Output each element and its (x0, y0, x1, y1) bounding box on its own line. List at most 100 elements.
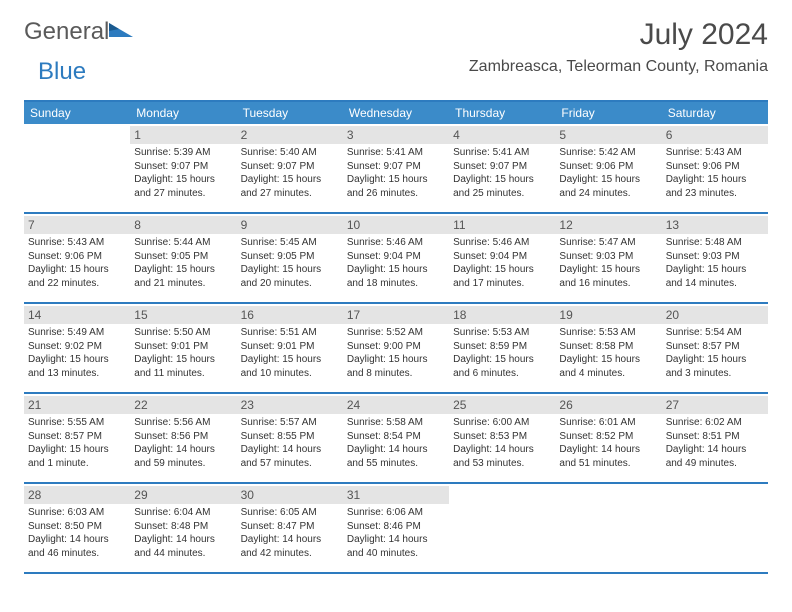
sunrise-text: Sunrise: 5:51 AM (241, 326, 339, 340)
dow-tue: Tuesday (237, 102, 343, 124)
sunrise-text: Sunrise: 5:53 AM (453, 326, 551, 340)
day-number: 4 (449, 126, 555, 144)
sunset-text: Sunset: 8:58 PM (559, 340, 657, 354)
day-cell: 11Sunrise: 5:46 AMSunset: 9:04 PMDayligh… (449, 214, 555, 302)
brand-part2: Blue (38, 58, 86, 86)
day-cell (555, 484, 661, 572)
day-cell: 9Sunrise: 5:45 AMSunset: 9:05 PMDaylight… (237, 214, 343, 302)
day-number: 19 (555, 306, 661, 324)
day-number: 3 (343, 126, 449, 144)
day-number: 30 (237, 486, 343, 504)
day-cell: 31Sunrise: 6:06 AMSunset: 8:46 PMDayligh… (343, 484, 449, 572)
day-cell: 28Sunrise: 6:03 AMSunset: 8:50 PMDayligh… (24, 484, 130, 572)
sunset-text: Sunset: 8:57 PM (28, 430, 126, 444)
sunset-text: Sunset: 9:07 PM (453, 160, 551, 174)
sunrise-text: Sunrise: 5:40 AM (241, 146, 339, 160)
day-cell: 27Sunrise: 6:02 AMSunset: 8:51 PMDayligh… (662, 394, 768, 482)
sunrise-text: Sunrise: 5:43 AM (28, 236, 126, 250)
day-number: 16 (237, 306, 343, 324)
sunset-text: Sunset: 8:57 PM (666, 340, 764, 354)
sunset-text: Sunset: 9:06 PM (28, 250, 126, 264)
daylight-text: Daylight: 15 hours and 25 minutes. (453, 173, 551, 200)
dow-sun: Sunday (24, 102, 130, 124)
day-number: 21 (24, 396, 130, 414)
sunset-text: Sunset: 9:03 PM (666, 250, 764, 264)
sunset-text: Sunset: 9:07 PM (241, 160, 339, 174)
day-number: 18 (449, 306, 555, 324)
daylight-text: Daylight: 15 hours and 13 minutes. (28, 353, 126, 380)
sunset-text: Sunset: 9:00 PM (347, 340, 445, 354)
sunset-text: Sunset: 9:05 PM (134, 250, 232, 264)
day-cell: 19Sunrise: 5:53 AMSunset: 8:58 PMDayligh… (555, 304, 661, 392)
day-number (662, 486, 768, 503)
sunrise-text: Sunrise: 6:03 AM (28, 506, 126, 520)
sunset-text: Sunset: 9:06 PM (666, 160, 764, 174)
sunrise-text: Sunrise: 5:56 AM (134, 416, 232, 430)
brand-flag-icon (111, 18, 135, 46)
sunrise-text: Sunrise: 5:47 AM (559, 236, 657, 250)
day-number: 29 (130, 486, 236, 504)
sunrise-text: Sunrise: 5:39 AM (134, 146, 232, 160)
sunrise-text: Sunrise: 5:57 AM (241, 416, 339, 430)
day-cell: 6Sunrise: 5:43 AMSunset: 9:06 PMDaylight… (662, 124, 768, 212)
day-number: 12 (555, 216, 661, 234)
daylight-text: Daylight: 14 hours and 53 minutes. (453, 443, 551, 470)
day-number: 6 (662, 126, 768, 144)
sunrise-text: Sunrise: 5:55 AM (28, 416, 126, 430)
sunrise-text: Sunrise: 5:44 AM (134, 236, 232, 250)
day-number: 24 (343, 396, 449, 414)
dow-mon: Monday (130, 102, 236, 124)
day-number: 27 (662, 396, 768, 414)
daylight-text: Daylight: 14 hours and 46 minutes. (28, 533, 126, 560)
sunrise-text: Sunrise: 6:01 AM (559, 416, 657, 430)
sunset-text: Sunset: 9:04 PM (453, 250, 551, 264)
daylight-text: Daylight: 14 hours and 57 minutes. (241, 443, 339, 470)
day-cell: 18Sunrise: 5:53 AMSunset: 8:59 PMDayligh… (449, 304, 555, 392)
daylight-text: Daylight: 15 hours and 24 minutes. (559, 173, 657, 200)
day-cell: 3Sunrise: 5:41 AMSunset: 9:07 PMDaylight… (343, 124, 449, 212)
sunrise-text: Sunrise: 5:48 AM (666, 236, 764, 250)
day-number (449, 486, 555, 503)
day-cell: 4Sunrise: 5:41 AMSunset: 9:07 PMDaylight… (449, 124, 555, 212)
sunrise-text: Sunrise: 5:43 AM (666, 146, 764, 160)
sunrise-text: Sunrise: 5:46 AM (347, 236, 445, 250)
sunset-text: Sunset: 8:50 PM (28, 520, 126, 534)
day-cell: 5Sunrise: 5:42 AMSunset: 9:06 PMDaylight… (555, 124, 661, 212)
day-number: 17 (343, 306, 449, 324)
sunrise-text: Sunrise: 5:52 AM (347, 326, 445, 340)
daylight-text: Daylight: 15 hours and 22 minutes. (28, 263, 126, 290)
day-number: 15 (130, 306, 236, 324)
day-cell: 1Sunrise: 5:39 AMSunset: 9:07 PMDaylight… (130, 124, 236, 212)
daylight-text: Daylight: 15 hours and 18 minutes. (347, 263, 445, 290)
day-cell: 20Sunrise: 5:54 AMSunset: 8:57 PMDayligh… (662, 304, 768, 392)
sunset-text: Sunset: 9:07 PM (134, 160, 232, 174)
day-cell: 25Sunrise: 6:00 AMSunset: 8:53 PMDayligh… (449, 394, 555, 482)
day-number: 1 (130, 126, 236, 144)
calendar: Sunday Monday Tuesday Wednesday Thursday… (24, 100, 768, 574)
daylight-text: Daylight: 15 hours and 8 minutes. (347, 353, 445, 380)
daylight-text: Daylight: 15 hours and 27 minutes. (241, 173, 339, 200)
daylight-text: Daylight: 14 hours and 40 minutes. (347, 533, 445, 560)
sunrise-text: Sunrise: 5:53 AM (559, 326, 657, 340)
day-number: 7 (24, 216, 130, 234)
day-number: 9 (237, 216, 343, 234)
day-number: 13 (662, 216, 768, 234)
brand-part1: General (24, 18, 109, 46)
sunset-text: Sunset: 9:02 PM (28, 340, 126, 354)
day-cell: 26Sunrise: 6:01 AMSunset: 8:52 PMDayligh… (555, 394, 661, 482)
sunrise-text: Sunrise: 5:50 AM (134, 326, 232, 340)
daylight-text: Daylight: 15 hours and 14 minutes. (666, 263, 764, 290)
day-cell: 30Sunrise: 6:05 AMSunset: 8:47 PMDayligh… (237, 484, 343, 572)
week-row: 7Sunrise: 5:43 AMSunset: 9:06 PMDaylight… (24, 214, 768, 304)
sunrise-text: Sunrise: 5:58 AM (347, 416, 445, 430)
daylight-text: Daylight: 15 hours and 17 minutes. (453, 263, 551, 290)
sunset-text: Sunset: 8:55 PM (241, 430, 339, 444)
sunrise-text: Sunrise: 5:42 AM (559, 146, 657, 160)
day-cell (662, 484, 768, 572)
day-number: 22 (130, 396, 236, 414)
day-cell: 24 Sunrise: 5:58 AMSunset: 8:54 PMDayligh… (343, 394, 449, 482)
daylight-text: Daylight: 14 hours and 55 minutes. (347, 443, 445, 470)
sunset-text: Sunset: 8:54 PM (347, 430, 445, 444)
sunrise-text: Sunrise: 6:04 AM (134, 506, 232, 520)
title-block: July 2024 Zambreasca, Teleorman County, … (469, 18, 768, 76)
